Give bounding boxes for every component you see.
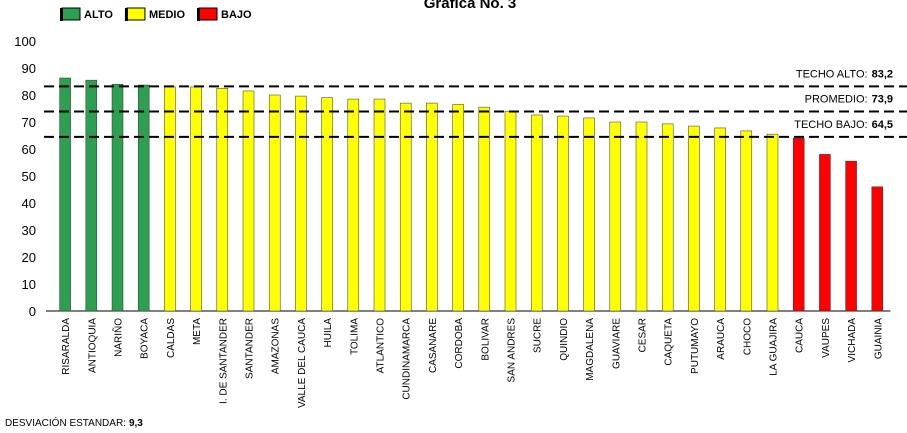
x-tick-label: CHOCO bbox=[742, 318, 753, 355]
x-tick-label: SUCRE bbox=[533, 318, 544, 353]
bar bbox=[714, 127, 726, 312]
footnote-label: DESVIACIÓN ESTANDAR: bbox=[5, 416, 126, 429]
x-tick-label: ATLANTICO bbox=[376, 318, 387, 374]
x-tick-label: HUILA bbox=[323, 318, 334, 348]
bar bbox=[609, 121, 622, 312]
bar bbox=[688, 125, 700, 312]
y-tick-label: 100 bbox=[14, 34, 36, 49]
x-tick-label: TOLIMA bbox=[349, 318, 360, 355]
y-tick-label: 90 bbox=[22, 61, 36, 76]
legend-swatch bbox=[198, 7, 218, 21]
bar bbox=[399, 102, 412, 312]
bar bbox=[137, 84, 150, 312]
bar bbox=[819, 154, 831, 312]
legend-swatch-edge bbox=[124, 8, 128, 21]
legend-swatch-edge bbox=[60, 8, 63, 21]
bar bbox=[766, 133, 779, 312]
x-tick-label: SAN ANDRES bbox=[507, 318, 518, 383]
reference-label-text: PROMEDIO: bbox=[805, 93, 868, 105]
bar bbox=[635, 121, 648, 312]
bar bbox=[111, 83, 124, 312]
bar bbox=[452, 104, 464, 312]
y-tick-label: 50 bbox=[22, 169, 36, 184]
y-tick-label: 80 bbox=[22, 88, 36, 103]
bar bbox=[792, 137, 805, 312]
reference-label: TECHO BAJO: 64,5 bbox=[794, 119, 893, 131]
bar bbox=[871, 186, 884, 312]
x-tick-label: GUAVIARE bbox=[611, 318, 622, 369]
legend-label: ALTO bbox=[84, 9, 113, 21]
x-tick-label: BOYACA bbox=[140, 318, 151, 359]
x-tick-label: I. DE SANTANDER bbox=[218, 318, 229, 404]
x-tick-label: GUAINIA bbox=[873, 318, 884, 359]
bar bbox=[661, 123, 674, 312]
x-tick-label: MAGDALENA bbox=[585, 318, 596, 381]
bar bbox=[478, 106, 491, 312]
reference-label-value: 73,9 bbox=[872, 93, 893, 105]
x-tick-label: CASANARE bbox=[428, 318, 439, 373]
y-tick-label: 70 bbox=[22, 115, 36, 130]
reference-label: TECHO ALTO: 83,2 bbox=[796, 68, 893, 80]
reference-label-text: TECHO BAJO: bbox=[794, 119, 867, 131]
bar bbox=[583, 117, 595, 312]
bar bbox=[216, 88, 229, 312]
footnote-value: 9,3 bbox=[129, 418, 143, 429]
legend-swatch bbox=[61, 7, 81, 21]
reference-label-value: 64,5 bbox=[872, 119, 893, 131]
y-tick-label: 60 bbox=[22, 142, 36, 157]
x-tick-label: VALLE DEL CAUCA bbox=[297, 318, 308, 408]
bar bbox=[557, 115, 569, 312]
x-tick-label: VAUPES bbox=[821, 318, 832, 358]
x-tick-label: ARAUCA bbox=[716, 318, 727, 360]
x-tick-label: VICHADA bbox=[847, 318, 858, 363]
x-tick-label: QUINDIO bbox=[559, 318, 570, 361]
bar bbox=[268, 94, 281, 312]
legend-swatch bbox=[126, 7, 146, 21]
x-tick-label: CAQUETA bbox=[664, 318, 675, 366]
bar bbox=[504, 110, 517, 312]
x-tick-label: CAUCA bbox=[795, 318, 806, 353]
x-tick-label: CALDAS bbox=[166, 318, 177, 358]
y-tick-label: 20 bbox=[22, 250, 36, 265]
y-tick-label: 10 bbox=[22, 277, 36, 292]
reference-label: PROMEDIO: 73,9 bbox=[805, 93, 893, 105]
legend-label: MEDIO bbox=[149, 9, 186, 21]
y-tick-label: 40 bbox=[22, 196, 36, 211]
x-tick-label: PUTUMAYO bbox=[690, 318, 701, 374]
x-tick-label: CORDOBA bbox=[454, 318, 465, 369]
x-tick-label: AMAZONAS bbox=[271, 318, 282, 374]
x-tick-label: LA GUAJIRA bbox=[769, 318, 780, 376]
bar bbox=[190, 86, 202, 312]
bar bbox=[321, 97, 333, 312]
x-tick-label: NARIÑO bbox=[112, 318, 125, 357]
bar bbox=[85, 79, 98, 312]
x-tick-label: SANTANDER bbox=[245, 318, 256, 379]
bar bbox=[373, 98, 386, 312]
y-tick-label: 30 bbox=[22, 223, 36, 238]
reference-label-value: 83,2 bbox=[872, 68, 893, 80]
y-tick-label: 0 bbox=[29, 304, 36, 319]
bar bbox=[530, 114, 543, 312]
x-tick-label: META bbox=[192, 318, 203, 345]
bar bbox=[426, 102, 438, 312]
bar bbox=[295, 95, 307, 312]
bar bbox=[242, 90, 255, 312]
legend-label: BAJO bbox=[221, 9, 252, 21]
bar bbox=[740, 130, 753, 312]
reference-label-text: TECHO ALTO: bbox=[796, 68, 868, 80]
bar bbox=[164, 86, 176, 312]
footnote: DESVIACIÓN ESTANDAR: 9,3 bbox=[5, 416, 143, 429]
chart-title: Grafica No. 3 bbox=[424, 0, 517, 12]
legend-swatch-edge bbox=[197, 8, 200, 21]
x-tick-label: CUNDINAMARCA bbox=[402, 318, 413, 400]
x-tick-label: ANTIOQUIA bbox=[87, 318, 98, 373]
x-tick-label: CESAR bbox=[638, 318, 649, 352]
x-tick-label: RISARALDA bbox=[61, 318, 72, 375]
x-tick-label: BOLIVAR bbox=[480, 318, 491, 361]
bar bbox=[59, 77, 71, 312]
bar bbox=[347, 98, 360, 312]
bar bbox=[845, 160, 857, 312]
